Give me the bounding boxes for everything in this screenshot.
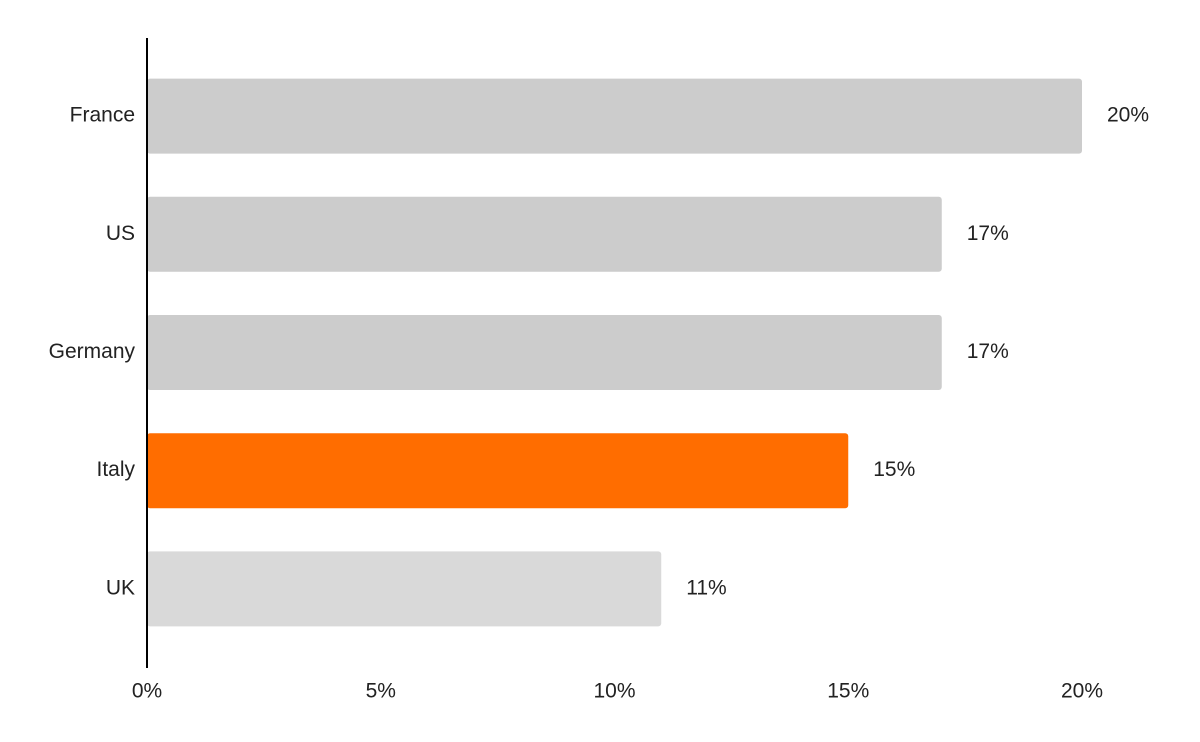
bar — [147, 433, 849, 509]
x-tick-label: 5% — [366, 680, 396, 703]
y-tick-label: Italy — [96, 458, 135, 481]
bar — [147, 551, 662, 627]
value-label: 15% — [873, 458, 915, 481]
x-tick-label: 10% — [593, 680, 635, 703]
bar — [147, 315, 942, 390]
y-tick-label: US — [106, 222, 135, 245]
y-tick-label: UK — [106, 576, 135, 599]
x-tick-label: 15% — [827, 680, 869, 703]
value-label: 20% — [1107, 104, 1149, 127]
y-tick-label: Germany — [49, 340, 136, 363]
value-label: 11% — [686, 576, 726, 599]
bar — [147, 196, 942, 272]
y-tick-label: France — [70, 104, 135, 127]
value-label: 17% — [967, 340, 1009, 363]
x-tick-label: 0% — [132, 680, 162, 703]
bar — [147, 78, 1082, 154]
value-label: 17% — [967, 222, 1009, 245]
x-tick-label: 20% — [1061, 680, 1103, 703]
